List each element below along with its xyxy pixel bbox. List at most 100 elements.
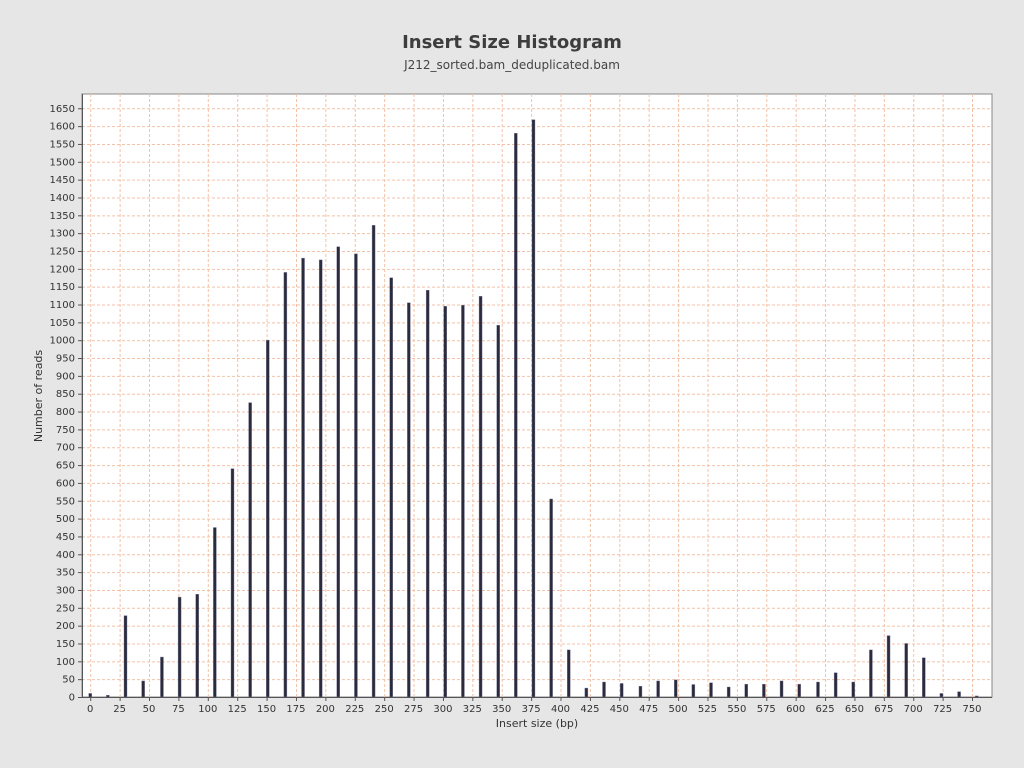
histogram-bar [496,325,500,698]
histogram-bar [160,656,164,698]
x-tick-label: 225 [345,704,364,715]
grid-lines [82,94,992,698]
x-tick-label: 200 [316,704,335,715]
x-tick-label: 125 [228,704,247,715]
histogram-bar [619,683,624,698]
histogram-bar [797,683,801,698]
histogram-bar [869,649,873,698]
x-tick-label: 475 [639,704,658,715]
x-tick-label: 750 [962,704,981,715]
x-tick-label: 325 [463,704,482,715]
x-tick-label: 575 [757,704,776,715]
histogram-bar [904,643,908,698]
histogram-bar [602,681,606,698]
bars [88,119,979,698]
histogram-bar [123,615,128,698]
y-tick-label: 1150 [50,282,75,293]
y-tick-label: 450 [56,532,75,543]
y-tick-label: 950 [56,354,75,365]
y-tick-label: 350 [56,568,75,579]
y-tick-label: 1100 [50,300,75,311]
y-tick-label: 1400 [50,193,75,204]
histogram-bar [779,680,784,698]
y-tick-label: 1050 [50,318,75,329]
x-tick-label: 675 [874,704,893,715]
histogram-bar [266,339,270,698]
x-axis-label: Insert size (bp) [496,717,578,730]
y-tick-label: 700 [56,443,75,454]
x-tick-label: 425 [580,704,599,715]
y-tick-label: 850 [56,389,75,400]
y-tick-label: 400 [56,550,75,561]
histogram-bar [531,119,536,698]
y-tick-label: 50 [62,675,75,686]
y-tick-label: 1350 [50,211,75,222]
histogram-bar [177,596,182,698]
y-tick-label: 1500 [50,157,75,168]
y-tick-label: 250 [56,603,75,614]
axes [78,94,992,701]
histogram-bar [939,693,944,698]
histogram-bar [443,306,447,698]
histogram-bar [709,682,713,698]
x-tick-label: 650 [845,704,864,715]
x-tick-label: 550 [727,704,746,715]
histogram-bar [514,133,518,698]
y-tick-label: 500 [56,514,75,525]
x-tick-label: 100 [198,704,217,715]
histogram-bar [674,679,678,698]
histogram-bar [248,402,252,698]
histogram-bar [354,253,358,698]
histogram-bar [371,225,376,698]
y-tick-label: 750 [56,425,75,436]
histogram-bar [744,683,748,698]
x-tick-label: 50 [143,704,156,715]
histogram-bar [389,277,393,698]
x-tick-label: 175 [286,704,305,715]
x-tick-label: 0 [87,704,93,715]
x-tick-label: 375 [522,704,541,715]
histogram-bar [141,680,145,698]
y-tick-label: 1300 [50,229,75,240]
histogram-bar [195,594,199,698]
histogram-bar [478,296,483,698]
y-tick-label: 1000 [50,336,75,347]
histogram-bar [584,687,589,698]
x-tick-label: 450 [610,704,629,715]
histogram-bar [318,259,323,698]
histogram-bar [567,649,571,698]
x-tick-label: 525 [698,704,717,715]
histogram-bar [301,257,305,698]
histogram-bar [230,468,235,698]
histogram-bar [816,681,820,698]
x-tick-label: 625 [816,704,835,715]
histogram-bar [88,693,92,698]
histogram-bar [283,272,288,698]
x-tick-labels: 0 25 50 75 100 125 150 175 200 225 250 275 300 325 350… [87,704,982,715]
histogram-bar [106,695,110,698]
y-tick-label: 1200 [50,264,75,275]
x-tick-label: 250 [375,704,394,715]
histogram-bar [638,686,643,698]
x-tick-label: 150 [257,704,276,715]
y-tick-label: 0 [69,693,75,704]
y-tick-label: 200 [56,621,75,632]
chart-title: Insert Size Histogram [402,32,622,53]
histogram-bar [656,680,660,698]
x-tick-label: 75 [172,704,185,715]
histogram-bar [425,290,430,698]
y-tick-label: 650 [56,461,75,472]
y-tick-label: 1250 [50,246,75,257]
x-tick-label: 725 [933,704,952,715]
histogram-bar [975,695,979,698]
x-tick-label: 275 [404,704,423,715]
x-tick-label: 25 [113,704,126,715]
y-tick-label: 1450 [50,175,75,186]
y-tick-label: 1550 [50,139,75,150]
histogram-bar [762,683,766,698]
x-tick-label: 300 [433,704,452,715]
histogram-bar [726,686,731,698]
y-tick-labels: 0 50 100 150 200 250 300 350 400 450 500 550 600 650 7… [50,104,75,704]
y-tick-label: 1650 [50,104,75,115]
